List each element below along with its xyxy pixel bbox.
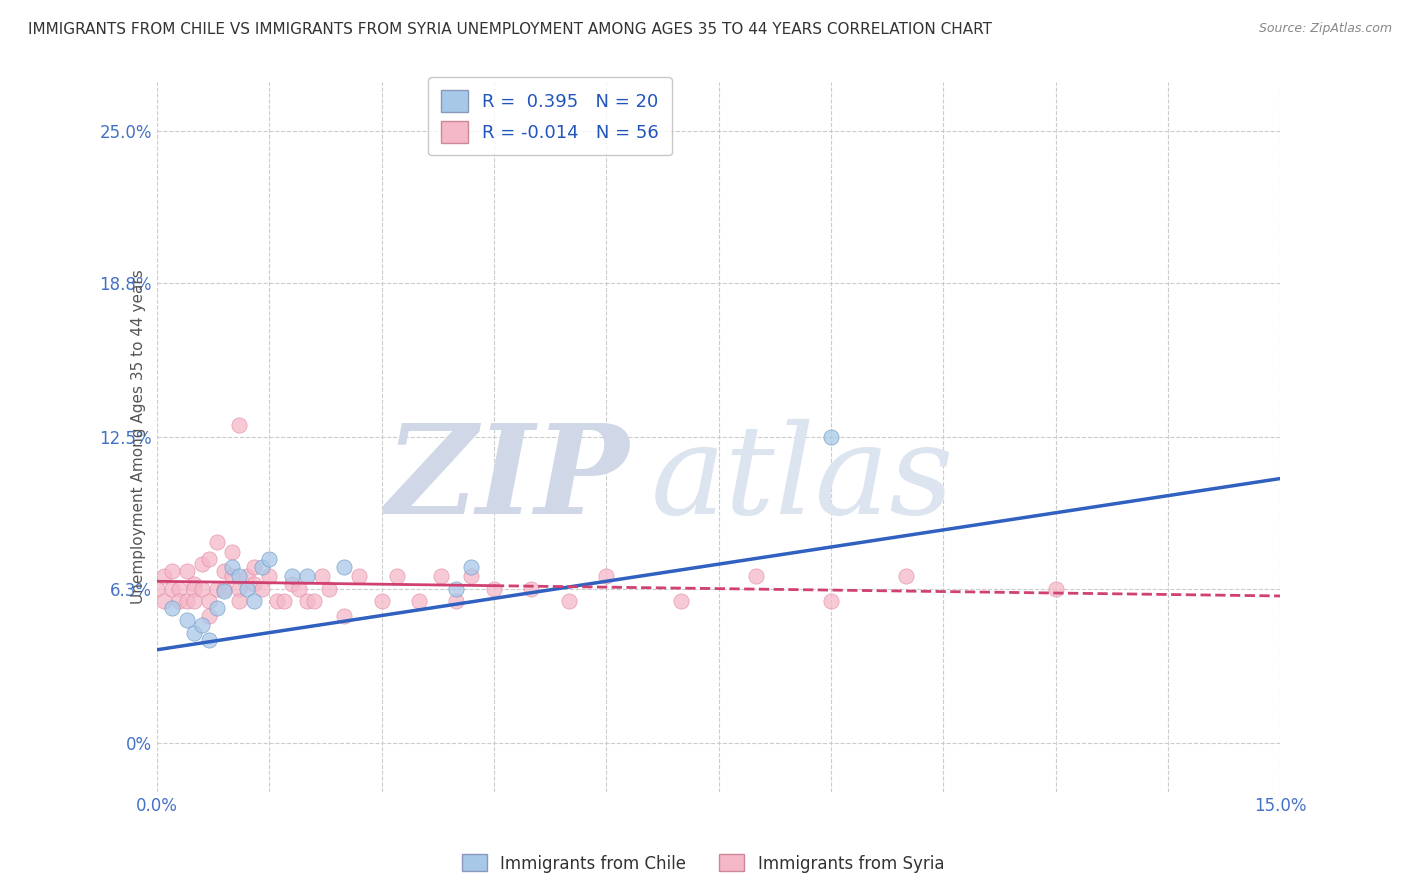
Point bbox=[228, 569, 250, 583]
Point bbox=[198, 632, 221, 647]
Point bbox=[160, 601, 183, 615]
Point bbox=[243, 559, 266, 574]
Point bbox=[669, 594, 692, 608]
Point bbox=[257, 569, 280, 583]
Point bbox=[243, 594, 266, 608]
Point bbox=[214, 582, 236, 596]
Point bbox=[205, 535, 228, 549]
Point bbox=[302, 594, 325, 608]
Point bbox=[153, 569, 176, 583]
Point bbox=[235, 582, 257, 596]
Point bbox=[318, 582, 340, 596]
Y-axis label: Unemployment Among Ages 35 to 44 years: Unemployment Among Ages 35 to 44 years bbox=[131, 269, 146, 604]
Point bbox=[228, 594, 250, 608]
Point bbox=[198, 552, 221, 566]
Point bbox=[228, 582, 250, 596]
Point bbox=[169, 582, 191, 596]
Point bbox=[183, 625, 205, 640]
Point bbox=[295, 594, 318, 608]
Point bbox=[198, 608, 221, 623]
Text: IMMIGRANTS FROM CHILE VS IMMIGRANTS FROM SYRIA UNEMPLOYMENT AMONG AGES 35 TO 44 : IMMIGRANTS FROM CHILE VS IMMIGRANTS FROM… bbox=[28, 22, 993, 37]
Point bbox=[460, 569, 482, 583]
Point bbox=[191, 618, 214, 632]
Point bbox=[191, 557, 214, 571]
Point bbox=[176, 565, 198, 579]
Point bbox=[191, 582, 214, 596]
Point bbox=[183, 576, 205, 591]
Point bbox=[214, 584, 236, 599]
Point bbox=[446, 594, 468, 608]
Point bbox=[408, 594, 430, 608]
Point bbox=[183, 582, 205, 596]
Point bbox=[745, 569, 768, 583]
Point bbox=[153, 594, 176, 608]
Point bbox=[160, 565, 183, 579]
Legend: Immigrants from Chile, Immigrants from Syria: Immigrants from Chile, Immigrants from S… bbox=[456, 847, 950, 880]
Point bbox=[820, 430, 842, 444]
Point bbox=[385, 569, 408, 583]
Point bbox=[169, 594, 191, 608]
Point bbox=[520, 582, 543, 596]
Point bbox=[347, 569, 370, 583]
Point bbox=[273, 594, 295, 608]
Point bbox=[280, 576, 302, 591]
Point bbox=[205, 601, 228, 615]
Point bbox=[430, 569, 453, 583]
Point bbox=[820, 594, 842, 608]
Point bbox=[176, 594, 198, 608]
Text: atlas: atlas bbox=[651, 418, 955, 541]
Point bbox=[221, 545, 243, 559]
Point bbox=[235, 569, 257, 583]
Point bbox=[228, 417, 250, 432]
Point bbox=[595, 569, 617, 583]
Point bbox=[558, 594, 581, 608]
Point bbox=[198, 594, 221, 608]
Point bbox=[311, 569, 333, 583]
Point bbox=[183, 594, 205, 608]
Point bbox=[205, 582, 228, 596]
Point bbox=[221, 569, 243, 583]
Point bbox=[482, 582, 505, 596]
Point bbox=[266, 594, 288, 608]
Point bbox=[460, 559, 482, 574]
Point bbox=[1045, 582, 1067, 596]
Point bbox=[280, 569, 302, 583]
Point bbox=[370, 594, 392, 608]
Point bbox=[243, 576, 266, 591]
Point bbox=[333, 608, 356, 623]
Point bbox=[446, 582, 468, 596]
Point bbox=[176, 614, 198, 628]
Point bbox=[160, 582, 183, 596]
Legend: R =  0.395   N = 20, R = -0.014   N = 56: R = 0.395 N = 20, R = -0.014 N = 56 bbox=[429, 77, 672, 155]
Point bbox=[894, 569, 917, 583]
Point bbox=[250, 559, 273, 574]
Point bbox=[288, 582, 311, 596]
Point bbox=[221, 559, 243, 574]
Point bbox=[214, 565, 236, 579]
Point bbox=[257, 552, 280, 566]
Point bbox=[333, 559, 356, 574]
Text: Source: ZipAtlas.com: Source: ZipAtlas.com bbox=[1258, 22, 1392, 36]
Point bbox=[295, 569, 318, 583]
Point bbox=[146, 582, 169, 596]
Point bbox=[250, 582, 273, 596]
Text: ZIP: ZIP bbox=[385, 418, 628, 541]
